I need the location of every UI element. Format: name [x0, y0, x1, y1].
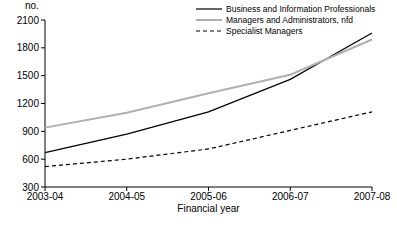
y-tick-label: 600: [22, 154, 39, 165]
y-tick-label: 1500: [17, 70, 40, 81]
legend-label: Managers and Administrators, nfd: [226, 15, 353, 25]
y-tick: [41, 47, 45, 48]
x-tick-label: 2005-06: [190, 191, 227, 202]
x-axis-title: Financial year: [177, 203, 240, 214]
legend-swatch: [196, 8, 222, 9]
series-line: [45, 112, 372, 167]
y-tick-label: 2100: [17, 15, 40, 26]
legend-label: Specialist Managers: [226, 26, 303, 36]
x-tick-label: 2004-05: [108, 191, 145, 202]
y-axis-title: no.: [25, 0, 39, 11]
legend-swatch: [196, 19, 222, 21]
y-tick-label: 900: [22, 126, 39, 137]
y-tick: [41, 20, 45, 21]
series-line: [45, 39, 372, 127]
y-tick: [41, 131, 45, 132]
legend-label: Business and Information Professionals: [226, 4, 375, 14]
y-tick-label: 1200: [17, 98, 40, 109]
x-tick-label: 2003-04: [27, 191, 64, 202]
y-tick: [41, 103, 45, 104]
y-tick: [41, 75, 45, 76]
x-tick-label: 2007-08: [354, 191, 391, 202]
series-line: [45, 33, 372, 153]
y-tick: [41, 159, 45, 160]
y-tick: [41, 187, 45, 188]
y-tick-label: 1800: [17, 42, 40, 53]
legend-swatch: [196, 30, 222, 31]
x-tick-label: 2006-07: [272, 191, 309, 202]
